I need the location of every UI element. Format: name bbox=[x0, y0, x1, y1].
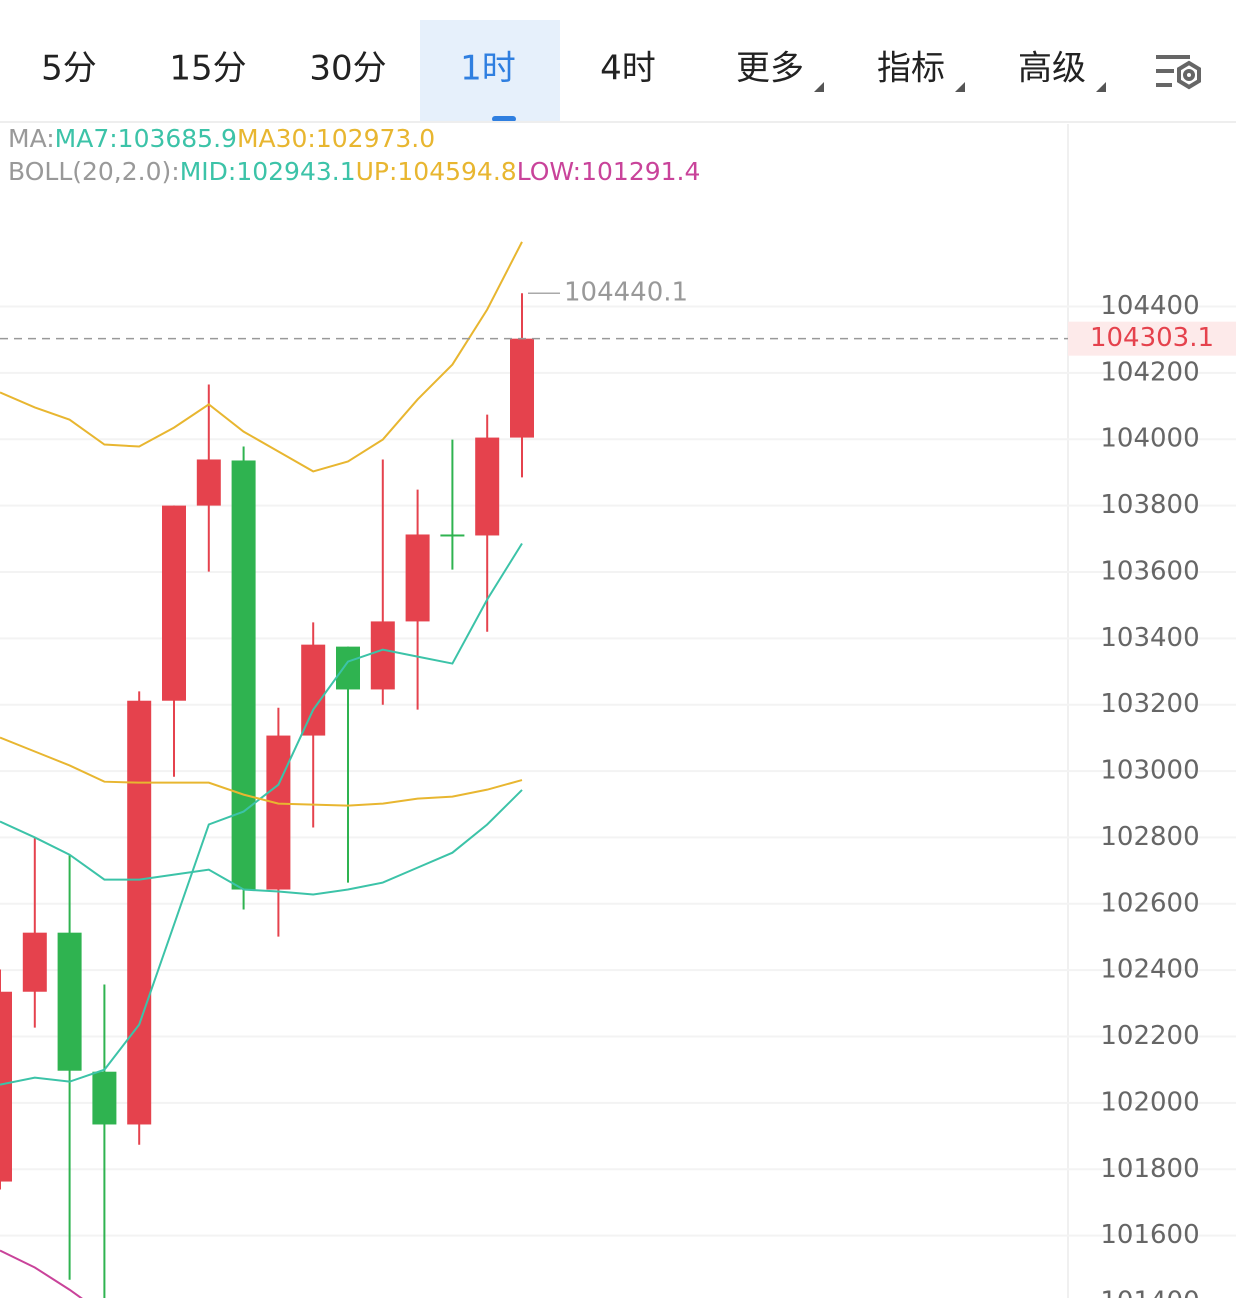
y-tick-label: 101400 bbox=[1100, 1287, 1199, 1298]
candle-body bbox=[510, 338, 534, 438]
y-tick-label: 104000 bbox=[1100, 424, 1199, 454]
candle-body bbox=[405, 534, 430, 622]
candle-body bbox=[0, 991, 12, 1182]
tab[interactable]: 更多 bbox=[736, 49, 804, 89]
legend-entry: LOW:101291.4 bbox=[517, 157, 701, 186]
candle-body bbox=[266, 735, 291, 890]
y-tick-label: 102400 bbox=[1100, 955, 1199, 985]
tab[interactable]: 30分 bbox=[309, 49, 386, 89]
candle-body bbox=[127, 700, 152, 1125]
candle-body bbox=[475, 437, 500, 536]
indicator-line bbox=[0, 241, 523, 473]
legend-row: BOLL(20,2.0):MID:102943.1UP:104594.8LOW:… bbox=[8, 157, 700, 186]
dropdown-marker bbox=[1096, 82, 1106, 92]
y-tick-label: 103600 bbox=[1100, 556, 1199, 586]
candle-body bbox=[162, 505, 186, 701]
candle-body bbox=[370, 621, 395, 690]
tab[interactable]: 5分 bbox=[41, 49, 97, 89]
tab[interactable]: 15分 bbox=[169, 49, 246, 89]
indicator-line bbox=[0, 789, 523, 896]
y-tick-label: 101800 bbox=[1100, 1154, 1199, 1184]
max-label: 104440.1 bbox=[564, 278, 688, 308]
dropdown-marker bbox=[814, 82, 824, 92]
y-tick-label: 102800 bbox=[1100, 822, 1199, 852]
candle-body bbox=[92, 1071, 117, 1125]
y-tick-label: 101600 bbox=[1100, 1220, 1199, 1250]
legend-prefix: BOLL(20,2.0): bbox=[8, 157, 180, 186]
active-tab-bg bbox=[420, 20, 560, 122]
legend-entry: MA7:103685.9 bbox=[55, 124, 237, 153]
tab[interactable]: 4时 bbox=[600, 49, 656, 89]
y-tick-label: 103800 bbox=[1100, 490, 1199, 520]
current-price-label: 104303.1 bbox=[1090, 323, 1214, 353]
candle-body bbox=[440, 534, 465, 537]
legend-entry: MA30:102973.0 bbox=[237, 124, 435, 153]
y-tick-label: 102600 bbox=[1100, 888, 1199, 918]
legend-row: MA:MA7:103685.9MA30:102973.0 bbox=[8, 124, 435, 153]
legend-entry: MID:102943.1 bbox=[180, 157, 356, 186]
candle-body bbox=[22, 932, 47, 992]
y-tick-label: 102000 bbox=[1100, 1087, 1199, 1117]
tab[interactable]: 1时 bbox=[460, 49, 516, 89]
tab[interactable]: 指标 bbox=[877, 49, 945, 89]
legend-entry: UP:104594.8 bbox=[356, 157, 517, 186]
dropdown-marker bbox=[955, 82, 965, 92]
y-tick-label: 104200 bbox=[1100, 357, 1199, 387]
active-tab-indicator bbox=[492, 116, 516, 122]
candle-body bbox=[231, 460, 256, 890]
settings-icon[interactable] bbox=[1156, 55, 1201, 90]
candle-body bbox=[196, 459, 221, 506]
y-tick-label: 103000 bbox=[1100, 756, 1199, 786]
indicator-line bbox=[0, 736, 523, 807]
candle-body bbox=[336, 646, 360, 690]
legend-prefix: MA: bbox=[8, 124, 55, 153]
y-tick-label: 103400 bbox=[1100, 623, 1199, 653]
candle-body bbox=[57, 932, 82, 1071]
y-tick-label: 103200 bbox=[1100, 689, 1199, 719]
y-tick-label: 104400 bbox=[1100, 291, 1199, 321]
indicator-line bbox=[0, 1249, 83, 1298]
tab[interactable]: 高级 bbox=[1018, 49, 1086, 89]
current-price-bg bbox=[1068, 321, 1236, 356]
candle-body bbox=[301, 644, 326, 736]
y-tick-label: 102200 bbox=[1100, 1021, 1199, 1051]
